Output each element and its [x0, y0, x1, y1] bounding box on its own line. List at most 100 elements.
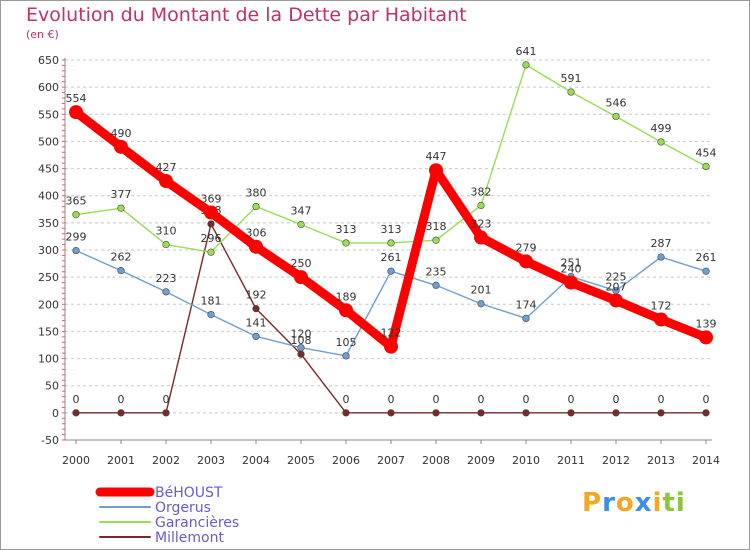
- data-label-0-2000: 554: [66, 92, 87, 105]
- data-label-0-2005: 250: [291, 257, 312, 270]
- logo-letter: P: [582, 488, 602, 518]
- point-1-2007: [388, 268, 395, 275]
- data-label-2-2004: 380: [246, 187, 267, 200]
- point-0-2013: [654, 312, 668, 326]
- x-tick-label-2005: 2005: [287, 454, 315, 467]
- logo-letter: i: [676, 488, 686, 518]
- point-1-2013: [658, 254, 665, 261]
- x-tick-label-2004: 2004: [242, 454, 270, 467]
- data-label-0-2007: 122: [381, 327, 402, 340]
- logo-letter: o: [616, 488, 635, 518]
- point-3-2006: [343, 410, 350, 417]
- data-label-0-2002: 427: [156, 161, 177, 174]
- proxiti-logo: Proxiti: [582, 488, 686, 518]
- y-tick-label-10: 450: [38, 163, 59, 176]
- data-label-2-2001: 377: [111, 188, 132, 201]
- y-tick-label-11: 500: [38, 135, 59, 148]
- point-0-2002: [159, 174, 173, 188]
- data-label-2-2007: 313: [381, 223, 402, 236]
- point-3-2007: [388, 410, 395, 417]
- x-tick-label-2010: 2010: [512, 454, 540, 467]
- data-label-2-2008: 318: [426, 220, 447, 233]
- x-tick-label-2013: 2013: [647, 454, 675, 467]
- data-label-2-2012: 546: [606, 96, 627, 109]
- point-3-2001: [118, 410, 125, 417]
- point-2-2011: [568, 89, 575, 96]
- y-tick-label-8: 350: [38, 217, 59, 230]
- point-3-2010: [523, 410, 530, 417]
- point-0-2003: [204, 206, 218, 220]
- point-3-2008: [433, 410, 440, 417]
- data-label-1-2007: 261: [381, 251, 402, 264]
- point-3-2004: [253, 305, 260, 312]
- point-2-2007: [388, 240, 395, 247]
- y-tick-label-0: -50: [41, 434, 59, 447]
- data-label-3-2010: 0: [523, 393, 530, 406]
- x-tick-label-2000: 2000: [62, 454, 90, 467]
- data-label-2-2003: 296: [201, 232, 222, 245]
- point-3-2000: [73, 410, 80, 417]
- legend-label-1: Orgerus: [155, 500, 211, 516]
- data-label-3-2013: 0: [658, 393, 665, 406]
- point-2-2013: [658, 139, 665, 146]
- point-2-2000: [73, 211, 80, 218]
- point-0-2012: [609, 293, 623, 307]
- y-tick-label-5: 200: [38, 298, 59, 311]
- y-tick-label-6: 250: [38, 271, 59, 284]
- data-label-1-2009: 201: [471, 284, 492, 297]
- point-1-2002: [163, 289, 170, 296]
- data-label-0-2014: 139: [696, 317, 717, 330]
- point-3-2009: [478, 410, 485, 417]
- point-0-2011: [564, 276, 578, 290]
- point-2-2008: [433, 237, 440, 244]
- logo-letter: x: [635, 488, 653, 518]
- y-tick-label-2: 50: [45, 380, 59, 393]
- data-label-1-2004: 141: [246, 316, 267, 329]
- y-tick-label-14: 650: [38, 54, 59, 67]
- data-label-1-2013: 287: [651, 237, 672, 250]
- point-0-2009: [474, 231, 488, 245]
- legend: BéHOUSTOrgerusGarancièresMillemont: [100, 485, 239, 546]
- data-label-3-2011: 0: [568, 393, 575, 406]
- y-tick-label-7: 300: [38, 244, 59, 257]
- point-2-2005: [298, 221, 305, 228]
- data-label-3-2004: 192: [246, 289, 267, 302]
- data-label-1-2006: 105: [336, 336, 357, 349]
- x-tick-label-2007: 2007: [377, 454, 405, 467]
- data-label-2-2000: 365: [66, 195, 87, 208]
- data-label-0-2009: 323: [471, 218, 492, 231]
- y-tick-label-1: 0: [52, 407, 59, 420]
- point-2-2012: [613, 113, 620, 120]
- point-2-2001: [118, 205, 125, 212]
- data-label-2-2011: 591: [561, 72, 582, 85]
- data-label-3-2009: 0: [478, 393, 485, 406]
- point-0-2004: [249, 240, 263, 254]
- y-tick-label-3: 100: [38, 353, 59, 366]
- point-3-2014: [703, 410, 710, 417]
- point-1-2005: [298, 344, 305, 351]
- y-tick-label-4: 150: [38, 325, 59, 338]
- logo-letter: r: [602, 488, 616, 518]
- data-label-3-2006: 0: [343, 393, 350, 406]
- data-label-0-2003: 369: [201, 193, 222, 206]
- line-chart: -500501001502002503003504004505005506006…: [0, 0, 750, 550]
- point-0-2001: [114, 140, 128, 154]
- point-1-2003: [208, 311, 215, 318]
- legend-label-2: Garancières: [155, 515, 239, 531]
- point-0-2010: [519, 254, 533, 268]
- point-0-2007: [384, 340, 398, 354]
- point-1-2008: [433, 282, 440, 289]
- data-label-1-2000: 299: [66, 231, 87, 244]
- data-label-1-2005: 120: [291, 328, 312, 341]
- point-1-2000: [73, 247, 80, 254]
- logo-letter: t: [662, 488, 675, 518]
- point-1-2010: [523, 315, 530, 322]
- data-label-1-2003: 181: [201, 295, 222, 308]
- point-1-2009: [478, 300, 485, 307]
- data-label-0-2001: 490: [111, 127, 132, 140]
- x-tick-label-2008: 2008: [422, 454, 450, 467]
- point-2-2010: [523, 62, 530, 69]
- data-label-3-2002: 0: [163, 393, 170, 406]
- x-tick-label-2006: 2006: [332, 454, 360, 467]
- x-tick-label-2002: 2002: [152, 454, 180, 467]
